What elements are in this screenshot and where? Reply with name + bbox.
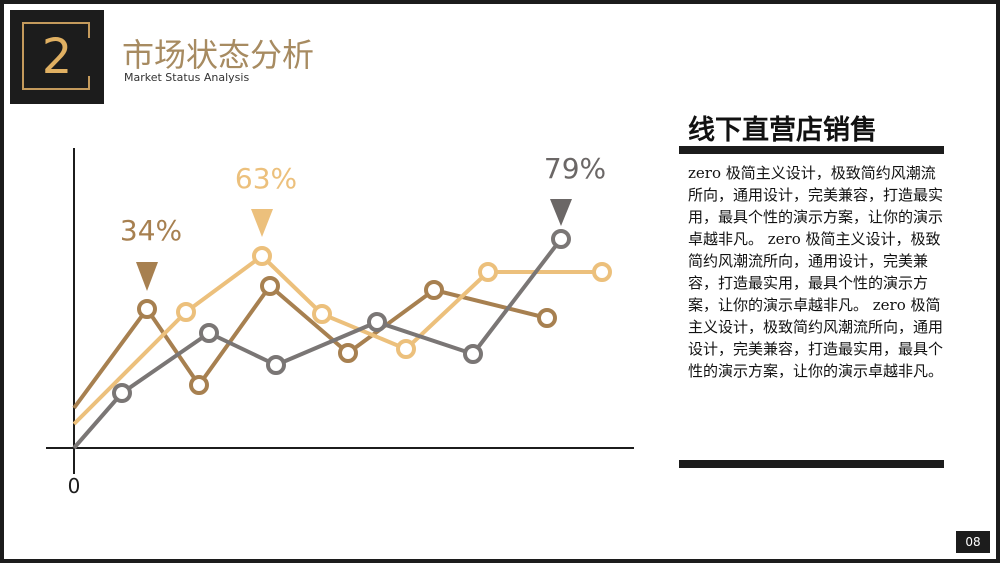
data-point <box>112 383 132 403</box>
chart-annotations: 34% 63% 79% <box>120 152 606 291</box>
data-point <box>338 343 358 363</box>
slide: 2 市场状态分析 Market Status Analysis 0 34% 63%… <box>4 4 996 559</box>
data-point <box>312 304 332 324</box>
data-point <box>592 262 612 282</box>
panel-body-text: zero 极简主义设计，极致简约风潮流所向，通用设计，完美兼容，打造最实用，最具… <box>688 164 944 380</box>
page-subtitle: Market Status Analysis <box>124 71 250 84</box>
data-point <box>478 262 498 282</box>
annotation-marker <box>550 199 572 226</box>
panel-top-rule <box>679 146 944 154</box>
page-title: 市场状态分析 <box>122 36 315 74</box>
data-point <box>396 339 416 359</box>
annotation-marker <box>136 262 158 291</box>
data-point <box>260 276 280 296</box>
section-number-frame <box>22 22 90 90</box>
x-tick-label: 0 <box>68 474 81 498</box>
data-point <box>424 280 444 300</box>
line-chart: 0 34% 63% 79% <box>46 148 634 498</box>
data-point <box>266 355 286 375</box>
data-point <box>189 375 209 395</box>
data-point <box>176 302 196 322</box>
annotation-label: 34% <box>120 214 182 247</box>
section-number: 2 <box>41 29 73 85</box>
chart-points <box>112 229 612 403</box>
data-point <box>463 344 483 364</box>
panel-bottom-rule <box>679 460 944 468</box>
data-point <box>551 229 571 249</box>
panel-heading: 线下直营店销售 <box>688 115 877 146</box>
section-number-badge: 2 <box>10 10 104 104</box>
page-number: 08 <box>956 531 990 553</box>
annotation-label: 63% <box>235 162 297 195</box>
data-point <box>367 312 387 332</box>
annotation-label: 79% <box>544 152 606 185</box>
data-point <box>137 299 157 319</box>
data-point <box>199 323 219 343</box>
annotation-marker <box>251 209 273 237</box>
data-point <box>537 308 557 328</box>
data-point <box>252 246 272 266</box>
chart-axes: 0 <box>46 148 634 498</box>
